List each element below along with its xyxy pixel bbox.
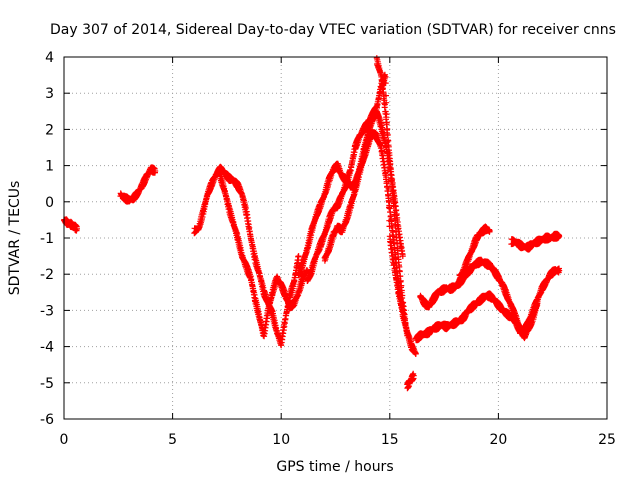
y-tick-label: 4: [45, 50, 54, 66]
x-tick-label: 25: [598, 432, 616, 448]
data-series-track-h: [373, 55, 411, 339]
y-tick-label: -4: [40, 340, 54, 356]
x-axis-label: GPS time / hours: [276, 459, 393, 475]
x-tick-label: 20: [489, 432, 507, 448]
x-tick-label: 5: [168, 432, 177, 448]
y-tick-label: -1: [40, 231, 54, 247]
y-tick-label: -6: [40, 412, 54, 428]
y-tick-label: 1: [45, 159, 54, 175]
chart-title: Day 307 of 2014, Sidereal Day-to-day VTE…: [50, 22, 616, 38]
x-tick-label: 15: [381, 432, 399, 448]
x-tick-label: 0: [60, 432, 69, 448]
data-series-track-i: [404, 370, 417, 392]
data-series-track-m: [508, 230, 563, 253]
data-series-track-c: [191, 163, 302, 349]
data-series-track-l: [456, 223, 493, 283]
y-axis-label: SDTVAR / TECUs: [7, 181, 23, 296]
data-series-track-d: [217, 171, 311, 340]
plot-frame: [63, 56, 608, 420]
y-tick-label: -5: [40, 376, 54, 392]
y-tick-label: 2: [45, 122, 54, 138]
y-tick-label: -2: [40, 267, 54, 283]
data-series-track-b: [117, 164, 159, 205]
data-layer: [61, 55, 563, 392]
y-tick-label: 0: [45, 195, 54, 211]
y-tick-label: 3: [45, 86, 54, 102]
grid-layer: [64, 57, 607, 419]
y-tick-label: -3: [40, 303, 54, 319]
x-tick-label: 10: [272, 432, 290, 448]
